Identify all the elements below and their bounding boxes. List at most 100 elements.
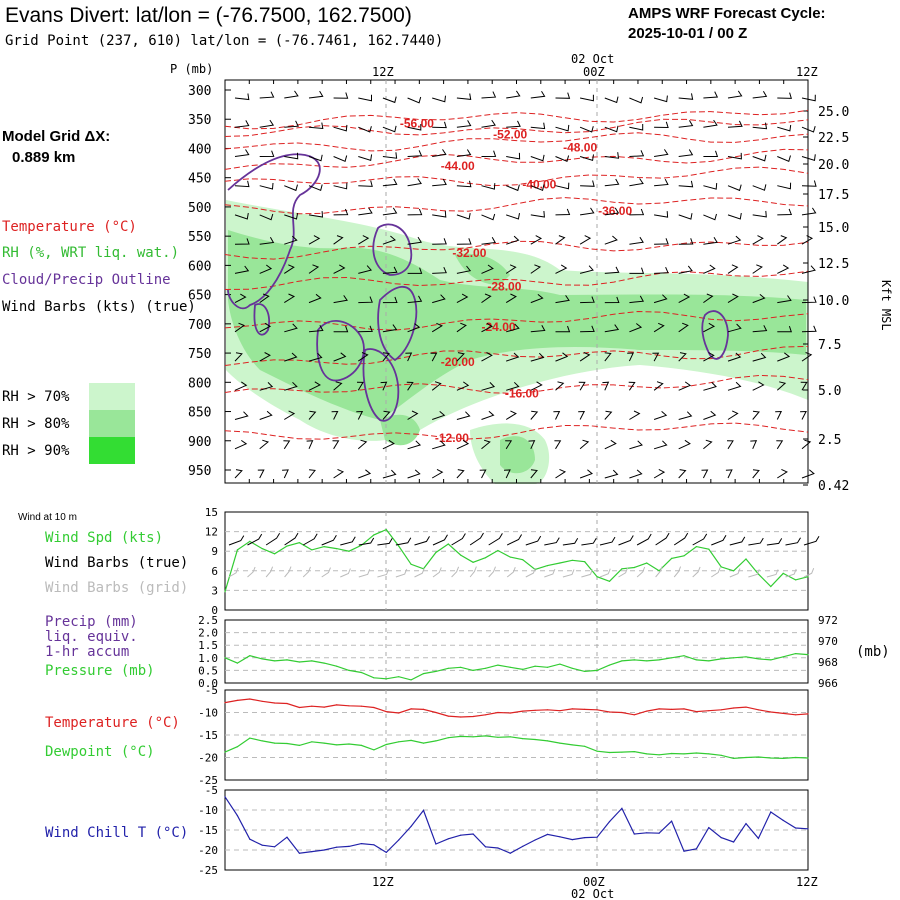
panel-1-s0-pt-10 [348,669,350,672]
xs-wind-barb-335 [801,469,815,479]
xs-wind-barb-279 [604,410,613,420]
panel-3-s0-pt-21 [484,846,487,848]
panel-3-s0-pt-20 [472,833,474,835]
height-label-0: 25.0 [818,105,849,120]
xs-wind-barb-221 [358,352,369,362]
panel-true-barb-30 [785,537,801,546]
xs-wind-barb-145 [259,264,273,274]
panel-2-s1-pt-15 [410,739,412,742]
pressure-axis-title: P (mb) [170,62,213,76]
xs-wind-barb-43 [703,119,718,128]
xs-wind-barb-0 [234,93,250,101]
xs-wind-barb-156 [530,264,542,274]
panel-2-s1-pt-32 [621,751,623,753]
panel-2-s0-pt-43 [757,709,760,711]
panel-1-s0-pt-26 [546,666,549,668]
panel-3-s0-pt-45 [782,819,784,822]
xs-wind-barb-139 [703,237,718,245]
xs-wind-barb-154 [481,264,494,274]
panel-1-s0-pt-8 [323,662,325,664]
panel-0-s0-pt-33 [633,566,635,569]
pressure-label-350: 350 [188,113,211,128]
panel-2-s0-pt-12 [373,706,375,709]
isotherm-label-9: -24.00 [482,320,516,334]
xs-wind-barb-185 [653,294,668,304]
panel-2-s1-pt-14 [398,741,400,743]
panel-0-s0-pt-47 [807,576,809,578]
xs-wind-barb-206 [580,325,595,333]
panel-0-s0-pt-32 [621,568,623,570]
bottom-tick-12z-b: 12Z [796,875,818,889]
xs-wind-barb-76 [333,182,348,190]
xs-wind-barb-27 [308,122,324,130]
panel-2-s1-pt-20 [472,736,474,738]
panel-2-s0-pt-9 [336,704,338,706]
panel-grid-barb-19 [562,569,575,578]
panel-3-s0-pt-23 [509,852,511,854]
xs-wind-barb-130 [481,237,497,245]
xs-wind-barb-135 [604,235,618,245]
xs-wind-barb-312 [234,469,243,479]
xs-wind-barb-308 [726,440,734,450]
xs-wind-barb-213 [752,325,768,333]
panel-2-s1-pt-17 [435,740,437,742]
panel-1-s0-pt-5 [286,659,288,661]
xs-wind-barb-316 [333,468,345,479]
panel-1-s0-pt-19 [460,666,462,668]
xs-wind-barb-106 [481,213,496,221]
xs-wind-barb-143 [801,235,814,245]
xs-wind-barb-309 [750,440,758,450]
panel-0-s0-pt-24 [522,559,524,561]
panel-2-s0-pt-37 [683,708,685,710]
xs-wind-barb-179 [505,293,517,304]
panel-1-s0-pt-34 [646,660,648,662]
legend-temperature: Temperature (°C) [2,219,137,235]
xs-wind-barb-314 [282,469,289,479]
xs-wind-barb-252 [530,381,543,391]
panel-2-s0-pt-19 [460,716,462,718]
panel-2-s1-pt-30 [596,750,598,752]
pressure-right-tick-0: 972 [818,614,838,627]
panel-1-s0-pt-36 [671,657,673,659]
xs-wind-barb-16 [629,96,644,104]
legend-windchill: Wind Chill T (°C) [45,825,188,841]
xs-wind-barb-65 [654,149,669,157]
panel-3-s0-pt-43 [757,837,760,840]
panel-grid-barb-7 [340,568,351,578]
xs-wind-barb-41 [654,121,669,129]
panel-0-s0-pt-46 [795,579,797,581]
xs-wind-barb-293 [357,439,368,450]
xs-wind-barb-57 [456,149,472,157]
xs-wind-barb-146 [284,264,295,274]
panel-2-s1-pt-29 [584,745,586,747]
panel-2-s0-pt-0 [224,702,226,704]
xs-wind-barb-194 [284,323,298,333]
xs-wind-barb-108 [530,210,545,218]
panel-2-s1-pt-6 [298,744,300,747]
xs-wind-barb-25 [259,119,275,128]
xs-wind-barb-189 [752,294,766,304]
panel-3-s0-pt-24 [522,845,524,848]
pressure-right-tick-3: 966 [818,677,838,690]
panel-true-barb-12 [451,533,466,546]
legend-liq-equiv: liq. equiv. [45,629,138,645]
panel-grid-barb-25 [673,566,682,578]
xs-wind-barb-92 [727,184,742,192]
panel-1-s0-pt-16 [422,673,425,675]
top-tick-12z-b: 12Z [796,65,818,79]
panel-grid-barb-21 [599,568,611,578]
panel-2-s0-pt-24 [522,710,524,712]
xs-wind-barb-281 [653,411,668,420]
xs-wind-barb-32 [432,121,447,129]
panel-0-s0-pt-35 [658,570,660,572]
xs-wind-barb-56 [432,149,447,157]
panel-2-s0-pt-13 [385,711,387,713]
xs-wind-barb-96 [234,213,249,220]
legend-1hr-accum: 1-hr accum [45,644,129,660]
xs-wind-barb-200 [431,322,443,333]
panel-0-s0-pt-3 [261,548,263,550]
panel-true-barb-14 [488,533,503,546]
panel-2-s1-pt-44 [770,757,772,759]
panel-3-s0-pt-9 [336,846,338,848]
panel-2-s0-pt-8 [323,706,325,708]
